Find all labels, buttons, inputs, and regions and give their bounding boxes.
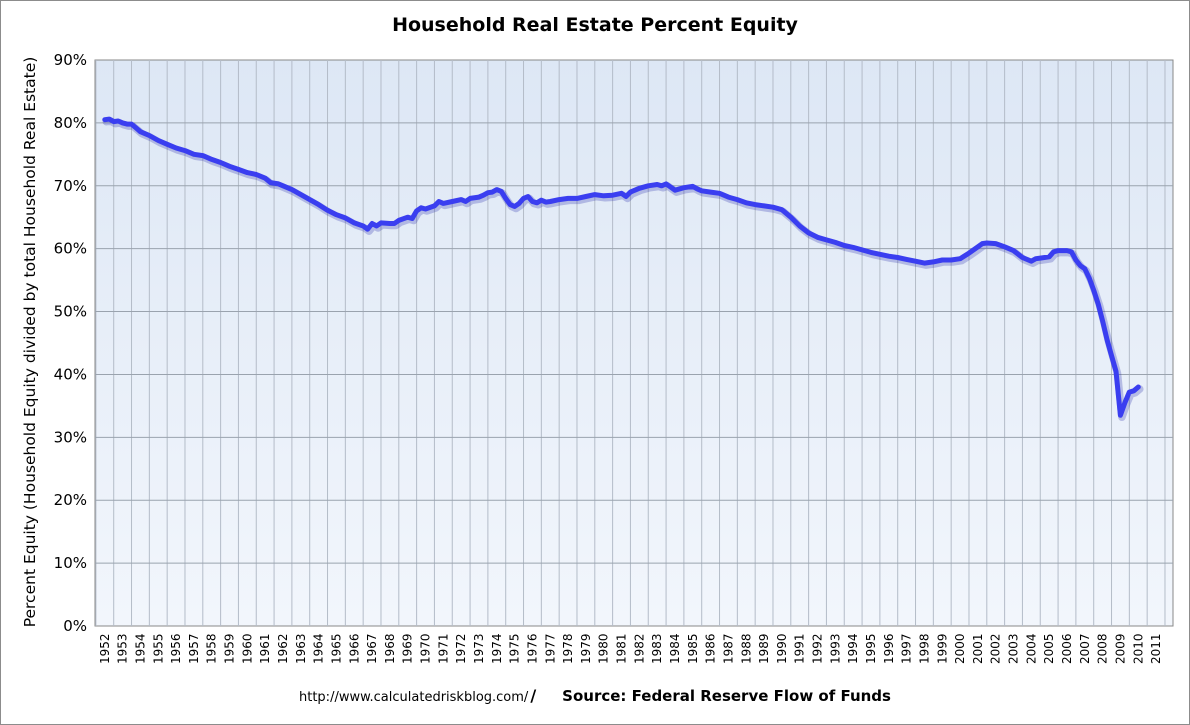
y-tick-label: 40% [54,365,87,383]
chart-title: Household Real Estate Percent Equity [392,14,798,36]
x-tick-label: 1996 [882,633,896,664]
x-tick-label: 2011 [1149,633,1163,664]
x-tick-label: 1966 [347,633,361,664]
x-tick-label: 1976 [525,633,539,664]
x-tick-label: 1952 [98,633,112,664]
x-tick-label: 2002 [989,633,1003,664]
x-tick-label: 1980 [597,633,611,664]
x-tick-label: 1997 [900,633,914,664]
x-tick-label: 1972 [454,633,468,664]
x-tick-label: 2009 [1113,633,1127,664]
x-tick-label: 1986 [704,633,718,664]
y-tick-label: 0% [63,617,87,635]
x-tick-label: 2005 [1042,633,1056,664]
x-tick-label: 1985 [686,633,700,664]
x-tick-label: 1978 [561,633,575,664]
vertical-gridlines [95,60,1166,626]
x-tick-label: 2000 [953,633,967,664]
x-tick-label: 1963 [294,633,308,664]
x-tick-label: 1983 [650,633,664,664]
x-tick-label: 1977 [543,633,557,664]
x-tick-label: 1953 [116,633,130,664]
x-tick-label: 1971 [436,633,450,664]
x-tick-label: 1988 [739,633,753,664]
x-tick-label: 1979 [579,633,593,664]
y-axis-tick-labels: 0% 10% 20% 30% 40% 50% 60% 70% 80% 90% [54,51,87,635]
x-tick-label: 1981 [615,633,629,664]
x-tick-label: 1965 [329,633,343,664]
x-tick-label: 2004 [1024,633,1038,664]
x-tick-label: 1995 [864,633,878,664]
footer: http://www.calculatedriskblog.com// Sourc… [0,686,1190,705]
x-tick-label: 1993 [828,633,842,664]
x-tick-label: 1960 [240,633,254,664]
series-layer [102,116,1144,422]
series-line [102,116,1141,418]
x-tick-label: 1998 [917,633,931,664]
y-tick-label: 80% [54,114,87,132]
x-tick-label: 1969 [401,633,415,664]
x-tick-label: 1991 [793,633,807,664]
x-tick-label: 1999 [935,633,949,664]
plot-area [94,59,1174,627]
x-tick-label: 1987 [721,633,735,664]
x-tick-label: 1964 [312,633,326,664]
x-tick-label: 1970 [419,633,433,664]
y-tick-label: 20% [54,491,87,509]
x-tick-label: 2010 [1131,633,1145,664]
x-tick-label: 1955 [151,633,165,664]
x-tick-label: 2008 [1096,633,1110,664]
x-tick-label: 2001 [971,633,985,664]
x-tick-label: 1967 [365,633,379,664]
y-tick-label: 70% [54,177,87,195]
x-tick-label: 1962 [276,633,290,664]
x-tick-label: 1973 [472,633,486,664]
x-tick-label: 1954 [133,633,147,664]
x-tick-label: 1959 [223,633,237,664]
x-tick-label: 2003 [1007,633,1021,664]
y-tick-label: 60% [54,240,87,258]
x-tick-label: 1958 [205,633,219,664]
x-tick-label: 1990 [775,633,789,664]
y-tick-label: 90% [54,51,87,69]
x-tick-label: 1974 [490,633,504,664]
footer-separator: / [530,686,537,705]
x-tick-label: 2007 [1078,633,1092,664]
x-tick-label: 1957 [187,633,201,664]
horizontal-gridlines [95,122,1173,564]
x-tick-label: 2006 [1060,633,1074,664]
x-tick-label: 1989 [757,633,771,664]
x-tick-label: 1982 [632,633,646,664]
x-tick-label: 1994 [846,633,860,664]
y-tick-label: 10% [54,554,87,572]
source-url[interactable]: http://www.calculatedriskblog.com/ [299,690,529,705]
x-tick-label: 1968 [383,633,397,664]
source-note: Source: Federal Reserve Flow of Funds [562,687,891,705]
x-tick-label: 1992 [811,633,825,664]
x-tick-label: 1956 [169,633,183,664]
y-tick-label: 30% [54,428,87,446]
x-tick-label: 1984 [668,633,682,664]
x-tick-label: 1961 [258,633,272,664]
x-tick-label: 1975 [508,633,522,664]
y-tick-label: 50% [54,303,87,321]
x-axis-tick-labels: 1952 1953 1954 1955 1956 1957 1958 1959 1960 1961… [98,633,1163,664]
